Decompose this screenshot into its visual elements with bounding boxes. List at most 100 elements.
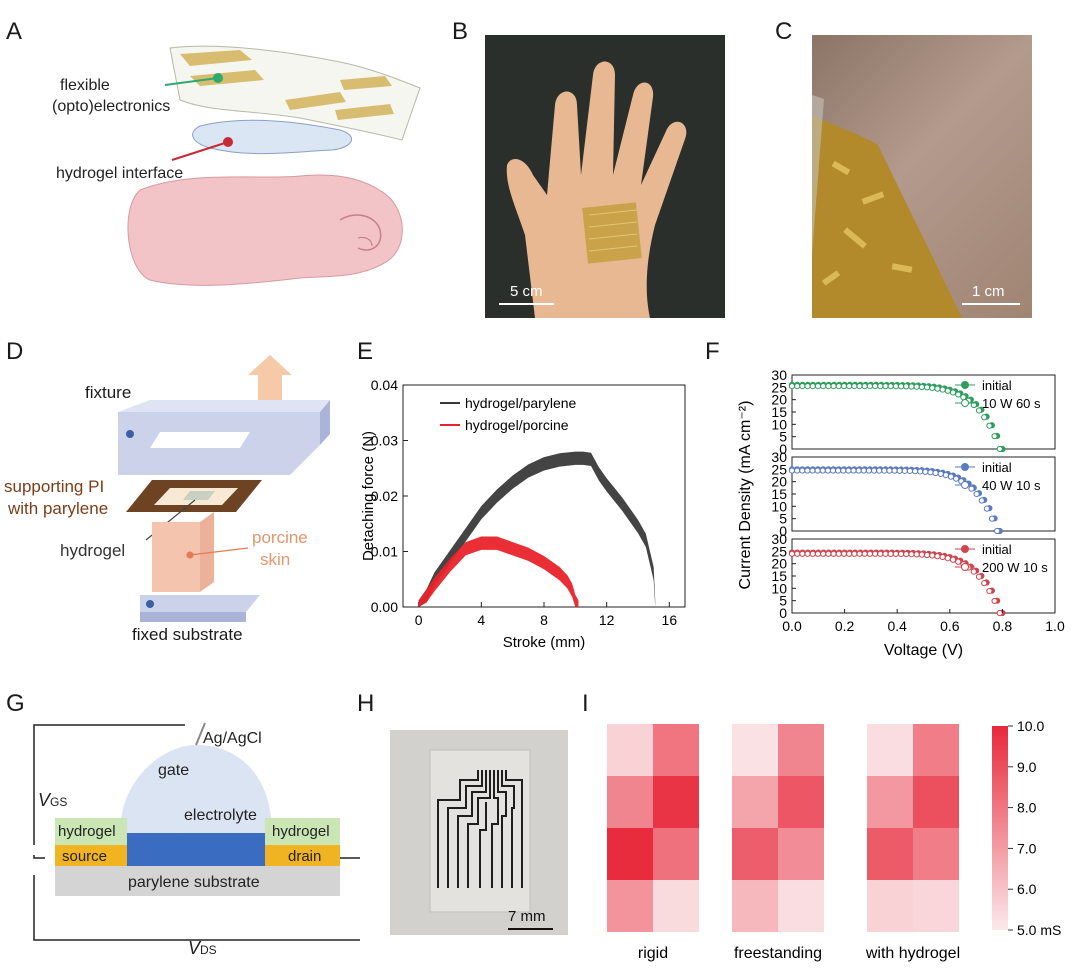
- data-point-f: [908, 551, 915, 558]
- data-point-f: [882, 383, 889, 390]
- data-point-f: [830, 383, 837, 390]
- data-point-f: [929, 552, 936, 559]
- x-tick-label-f: 0.8: [993, 618, 1013, 634]
- data-point-f: [975, 573, 983, 580]
- y-tick-label-f: 25: [771, 543, 787, 559]
- data-point-f: [804, 550, 811, 557]
- data-point-f: [906, 467, 914, 475]
- panel-label-a: A: [6, 18, 23, 45]
- data-point-f: [991, 433, 998, 440]
- annotation-hydrogel-interface: hydrogel interface: [56, 165, 184, 182]
- scale-bar-h: [508, 928, 553, 930]
- label-source: source: [62, 848, 108, 865]
- data-point-f: [825, 383, 832, 390]
- data-point-f: [794, 550, 801, 557]
- x-tick-label-f: 0.6: [940, 618, 960, 634]
- vds-subscript: DS: [200, 943, 217, 957]
- data-point-f: [903, 383, 910, 390]
- data-point-f: [819, 467, 826, 474]
- legend-label-e: hydrogel/parylene: [465, 395, 577, 411]
- data-point-f: [851, 383, 858, 390]
- data-point-f: [927, 469, 934, 476]
- y-axis-label-f: Current Density (mA cm⁻²): [737, 401, 754, 590]
- data-point-f: [794, 383, 801, 390]
- heatmap-cell: [607, 776, 653, 828]
- data-point-f: [892, 550, 899, 558]
- heatmap-cell: [607, 828, 653, 880]
- data-point-f: [814, 383, 822, 390]
- photo-device-closeup: 1 cm: [812, 35, 1032, 318]
- label-fixed-substrate: fixed substrate: [132, 625, 243, 644]
- heatmap-cell: [653, 776, 699, 828]
- chart-i-heatmaps: rigid freestanding with hydrogel 10.0 9.0 8.0…: [607, 718, 1061, 962]
- data-point-f: [949, 556, 957, 563]
- heatmap-cell: [867, 724, 913, 776]
- hand-drawing: [506, 61, 687, 318]
- legend-marker-f: [961, 463, 969, 471]
- y-tick-label-f: 5: [779, 511, 787, 527]
- legend-marker-f: [961, 381, 969, 389]
- data-point-f: [799, 383, 806, 390]
- data-point-f: [887, 550, 894, 557]
- y-tick-label-f: 15: [771, 568, 787, 584]
- data-point-f: [850, 467, 857, 474]
- data-point-f: [861, 550, 868, 557]
- data-point-f: [866, 383, 874, 390]
- colorbar-tick-label: 5.0 mS: [1017, 922, 1061, 938]
- data-point-f: [988, 515, 996, 522]
- data-point-f: [809, 383, 816, 390]
- data-point-f: [981, 414, 988, 421]
- heatmap-cell: [913, 828, 959, 880]
- data-point-f: [846, 383, 853, 390]
- scale-bar-b: [499, 303, 554, 305]
- data-point-f: [923, 551, 931, 559]
- data-point-f: [794, 467, 801, 474]
- legend-marker-f: [961, 545, 969, 553]
- data-point-f: [913, 551, 920, 558]
- data-point-f: [955, 558, 962, 565]
- data-point-f: [820, 383, 827, 390]
- heatmap-label: rigid: [638, 945, 668, 962]
- x-tick-label-f: 0.2: [835, 618, 855, 634]
- data-point-f: [897, 383, 905, 390]
- data-point-f: [949, 389, 957, 396]
- x-tick-label-e: 4: [477, 612, 485, 628]
- data-point-f: [970, 401, 977, 409]
- x-tick-label-f: 1.0: [1045, 618, 1065, 634]
- data-point-f: [877, 550, 884, 557]
- heatmap-label: with hydrogel: [865, 945, 960, 962]
- data-point-f: [835, 550, 842, 557]
- scale-bar-c: [962, 303, 1020, 305]
- data-point-f: [975, 407, 983, 414]
- data-point-f: [929, 384, 936, 392]
- data-point-f: [860, 467, 867, 474]
- heatmap-cell: [607, 880, 653, 932]
- data-point-f: [861, 383, 868, 390]
- y-tick-label-f: 30: [771, 367, 787, 383]
- closeup-drawing: [812, 95, 962, 318]
- data-point-f: [881, 467, 888, 474]
- label-fixture: fixture: [85, 383, 132, 402]
- data-point-f: [872, 550, 879, 557]
- data-point-f: [939, 553, 946, 561]
- legend-label-e: hydrogel/porcine: [465, 417, 569, 433]
- y-tick-label-f: 20: [771, 556, 787, 572]
- panel-label-e: E: [357, 338, 374, 365]
- data-point-f: [983, 505, 990, 512]
- data-point-f: [953, 475, 960, 482]
- data-point-f: [986, 422, 993, 429]
- heatmap-cell: [913, 724, 959, 776]
- heatmap-cell: [732, 828, 778, 880]
- data-point-f: [996, 609, 1003, 617]
- x-tick-label-f: 0.0: [782, 618, 802, 634]
- heatmap-cell: [607, 724, 653, 776]
- data-point-f: [917, 468, 924, 475]
- label-porcine: porcine: [252, 528, 308, 547]
- y-tick-label-f: 25: [771, 461, 787, 477]
- data-point-f: [804, 383, 811, 390]
- vgs-main: V: [38, 790, 51, 810]
- heatmap-label: freestanding: [734, 945, 822, 962]
- legend-label-f: 10 W 60 s: [982, 396, 1041, 411]
- data-point-f: [814, 550, 822, 557]
- data-point-f: [840, 550, 848, 557]
